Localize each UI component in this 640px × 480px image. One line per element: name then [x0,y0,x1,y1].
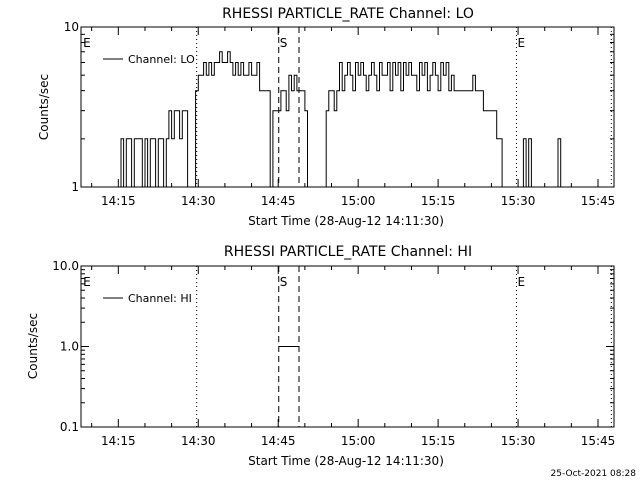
lo-x-tick-label: 14:30 [181,194,216,208]
lo-series-line [105,51,564,188]
lo-chart-title: RHESSI PARTICLE_RATE Channel: LO [222,6,474,22]
lo-marker-label: E [83,36,91,50]
lo-x-axis-label: Start Time (28-Aug-12 14:11:30) [248,214,444,228]
hi-x-tick-label: 15:45 [581,434,616,448]
hi-marker-label: E [83,275,91,289]
hi-x-tick-label: 15:15 [421,434,456,448]
lo-x-tick-label: 15:30 [501,194,536,208]
lo-x-axis: 14:15 14:30 14:45 15:00 15:15 15:30 15:45 [91,27,616,208]
lo-y-tick-label: 1 [71,180,79,194]
hi-legend-label: Channel: HI [128,292,192,305]
hi-x-axis-label: Start Time (28-Aug-12 14:11:30) [248,454,444,468]
hi-marker-label: S [280,275,288,289]
lo-plot-frame [80,26,615,188]
hi-x-tick-label: 15:00 [341,434,376,448]
generated-timestamp: 25-Oct-2021 08:28 [551,469,637,479]
hi-plot-frame [80,265,615,428]
lo-y-axis-label: Counts/sec [37,74,51,140]
hi-x-axis: 14:15 14:30 14:45 15:00 15:15 15:30 15:45 [91,266,616,448]
hi-x-tick-label: 14:45 [261,434,296,448]
lo-x-tick-label: 15:15 [421,194,456,208]
hi-marker-label: E [517,275,525,289]
hi-y-tick-label: 10.0 [52,259,79,273]
hi-y-tick-label: 1.0 [60,340,79,354]
hi-y-tick-label: 0.1 [60,420,79,434]
lo-series-group [105,51,564,188]
lo-x-tick-label: 14:15 [101,194,136,208]
hi-y-axis-label: Counts/sec [26,313,40,379]
lo-x-tick-label: 15:00 [341,194,376,208]
lo-legend-label: Channel: LO [128,53,195,66]
lo-x-tick-label: 15:45 [581,194,616,208]
hi-x-tick-label: 14:30 [181,434,216,448]
hi-legend: Channel: HI [103,292,192,305]
hi-event-markers: S EE [83,266,612,427]
lo-marker-label: S [280,36,288,50]
lo-x-tick-label: 14:45 [261,194,296,208]
lo-y-tick-label: 10 [64,20,79,34]
lo-marker-label: E [517,36,525,50]
panel-lo: RHESSI PARTICLE_RATE Channel: LO S E E 14:… [37,6,615,228]
lo-y-axis: 1 10 [64,20,614,194]
panel-hi: RHESSI PARTICLE_RATE Channel: HI S E E 14:… [26,244,615,468]
lo-event-markers: S EE [83,27,612,187]
hi-chart-title: RHESSI PARTICLE_RATE Channel: HI [224,244,472,260]
lo-legend: Channel: LO [103,53,195,66]
hi-x-tick-label: 15:30 [501,434,536,448]
hi-y-axis: 0.1 1.0 10.0 [52,259,614,434]
hi-x-tick-label: 14:15 [101,434,136,448]
